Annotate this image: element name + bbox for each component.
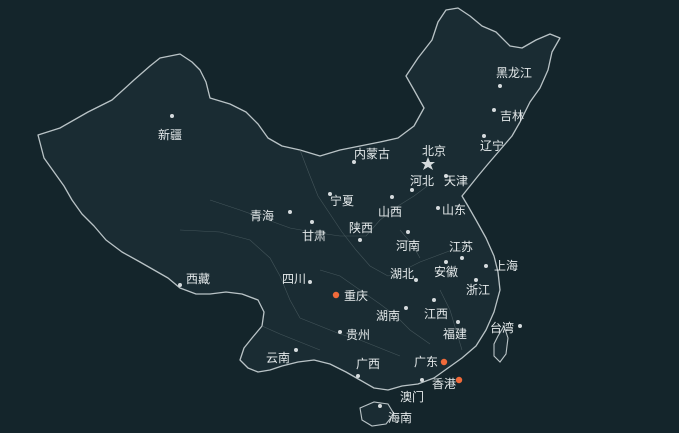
label-hubei: 湖北: [390, 266, 414, 281]
label-neimenggu: 内蒙古: [354, 146, 390, 161]
label-xianggang: 香港: [432, 377, 456, 391]
marker-jilin: [492, 108, 496, 112]
label-jiangsu: 江苏: [449, 240, 473, 254]
label-guangdong: 广东: [414, 355, 438, 369]
marker-fujian: [456, 320, 460, 324]
marker-taiwan: [518, 324, 522, 328]
label-ningxia: 宁夏: [330, 193, 354, 208]
marker-beijing: [421, 157, 435, 170]
label-aomen: 澳门: [400, 389, 424, 404]
label-beijing: 北京: [422, 144, 446, 158]
marker-heilongjiang: [498, 84, 502, 88]
label-hainan: 海南: [388, 410, 412, 425]
marker-hunan: [404, 306, 408, 310]
place-labels: 新疆 西藏 青海 甘肃 宁夏 内蒙古 黑龙江 吉林 辽宁 北京 天津 河北 山西…: [158, 66, 532, 425]
province-borders: [179, 149, 469, 357]
label-heilongjiang: 黑龙江: [496, 66, 532, 80]
country-outline: [37, 7, 561, 391]
marker-neimenggu: [352, 160, 356, 164]
marker-xinjiang: [170, 114, 174, 118]
label-shaanxi: 陕西: [349, 220, 373, 235]
place-markers: [170, 84, 522, 408]
marker-sichuan: [308, 280, 312, 284]
label-xinjiang: 新疆: [158, 127, 182, 142]
marker-yunnan: [294, 348, 298, 352]
marker-henan: [406, 230, 410, 234]
label-anhui: 安徽: [434, 264, 458, 279]
marker-aomen: [420, 378, 424, 382]
label-guizhou: 贵州: [346, 328, 370, 342]
label-sichuan: 四川: [282, 272, 306, 286]
marker-guizhou: [338, 330, 342, 334]
label-hunan: 湖南: [376, 308, 400, 323]
marker-hebei: [410, 188, 414, 192]
label-jiangxi: 江西: [424, 307, 448, 321]
marker-shaanxi: [358, 238, 362, 242]
label-yunnan: 云南: [266, 350, 290, 365]
marker-qinghai: [288, 210, 292, 214]
label-taiwan: 台湾: [490, 320, 514, 335]
marker-anhui: [444, 260, 448, 264]
marker-shanxi: [390, 195, 394, 199]
marker-gansu: [310, 220, 314, 224]
marker-jiangxi: [432, 298, 436, 302]
taiwan-island: [493, 324, 509, 363]
marker-xizang: [178, 283, 182, 287]
label-jilin: 吉林: [500, 109, 524, 123]
marker-liaoning: [482, 134, 486, 138]
marker-tianjin: [444, 174, 448, 178]
label-shanghai: 上海: [494, 258, 518, 273]
label-liaoning: 辽宁: [480, 138, 504, 153]
label-shanxi: 山西: [378, 205, 402, 219]
marker-chongqing: [332, 291, 340, 299]
label-shandong: 山东: [442, 203, 466, 217]
marker-hainan: [378, 404, 382, 408]
marker-hubei: [414, 278, 418, 282]
hainan-island: [359, 401, 395, 427]
marker-guangdong: [440, 358, 448, 366]
label-henan: 河南: [396, 238, 420, 253]
label-gansu: 甘肃: [302, 229, 326, 243]
marker-shandong: [436, 206, 440, 210]
label-guangxi: 广西: [356, 357, 380, 371]
label-qinghai: 青海: [250, 208, 274, 223]
label-chongqing: 重庆: [344, 289, 368, 303]
label-hebei: 河北: [410, 174, 434, 188]
label-tianjin: 天津: [444, 174, 468, 188]
marker-shanghai: [484, 264, 488, 268]
label-xizang: 西藏: [186, 272, 210, 286]
marker-ningxia: [328, 192, 332, 196]
label-zhejiang: 浙江: [466, 283, 490, 297]
marker-guangxi: [356, 374, 360, 378]
marker-zhejiang: [474, 278, 478, 282]
marker-xianggang: [455, 376, 463, 384]
label-fujian: 福建: [443, 326, 467, 341]
marker-jiangsu: [460, 256, 464, 260]
